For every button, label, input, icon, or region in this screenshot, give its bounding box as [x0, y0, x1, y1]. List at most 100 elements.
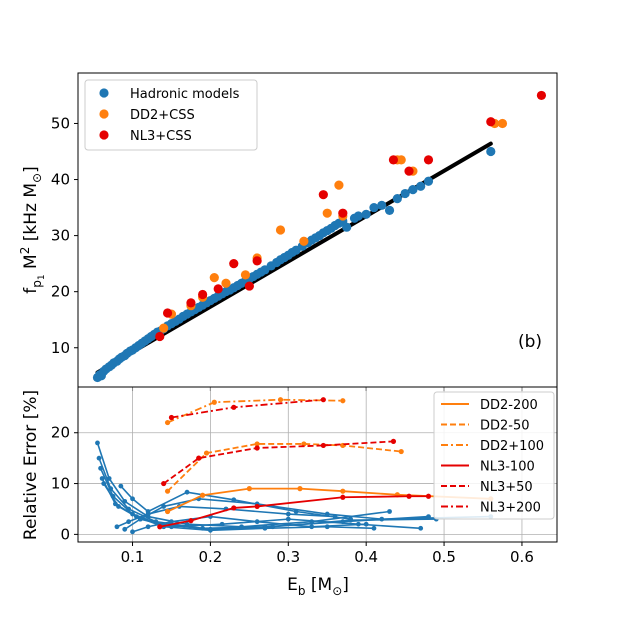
bottom-plot-frame: [77, 386, 558, 543]
error-point-dd2-200: [246, 486, 252, 492]
x-title-part: E: [287, 575, 298, 595]
scatter-point-nl3-css: [213, 284, 223, 294]
error-point-hadronic-6: [285, 511, 291, 517]
error-point-nl3-50: [196, 455, 202, 461]
error-point-hadronic-6: [114, 524, 120, 530]
error-point-hadronic-9: [169, 519, 174, 525]
error-point-nl3-100: [406, 493, 412, 499]
x-axis-title: Eb [M⊙]: [287, 575, 349, 598]
scatter-point-dd2-css: [396, 155, 406, 165]
error-point-hadronic-7: [122, 526, 128, 532]
error-point-dd2-100: [164, 419, 171, 426]
y-tick-label: 10: [51, 339, 70, 357]
error-point-hadronic-2: [96, 455, 102, 461]
scatter-point-nl3-css: [244, 281, 254, 291]
y-title-sub: ⊙: [30, 173, 44, 183]
scatter-point-nl3-css: [423, 155, 434, 165]
y-title-part: ]: [21, 166, 41, 173]
y-tick-label: 40: [51, 171, 70, 189]
error-point-nl3-50: [390, 438, 397, 444]
error-point-dd2-100: [340, 398, 346, 404]
error-point-hadronic-8: [130, 496, 135, 502]
scatter-point-nl3-css: [162, 308, 173, 318]
x-tick-label: 0.3: [276, 548, 300, 566]
error-point-dd2-50: [254, 441, 260, 447]
error-point-hadronic-4: [99, 476, 105, 481]
scatter-point-nl3-css: [404, 166, 414, 176]
scatter-point-hadronic-models: [408, 185, 418, 195]
error-point-nl3-50: [161, 480, 167, 487]
scatter-point-hadronic-models: [361, 209, 371, 219]
error-line-hadronic-5: [103, 483, 421, 530]
scatter-point-nl3-css: [388, 155, 399, 165]
legend-label: NL3+50: [480, 480, 533, 495]
scatter-point-dd2-css: [334, 180, 344, 190]
scatter-point-nl3-css: [198, 289, 208, 300]
top-legend: Hadronic models DD2+CSS NL3+CSS: [84, 79, 258, 151]
error-point-hadronic-9: [309, 524, 315, 530]
legend-label: NL3+CSS: [130, 129, 192, 144]
error-point-nl3-100: [254, 503, 260, 510]
y-title-sup: 2: [18, 247, 32, 255]
error-point-dd2-200: [164, 508, 171, 515]
y-title-subsub: 1: [37, 274, 47, 280]
error-point-hadronic-9: [145, 524, 151, 530]
scatter-point-hadronic-models: [377, 200, 387, 210]
scatter-point-hadronic-models: [486, 146, 496, 157]
y-title-sub: p: [30, 280, 44, 288]
scatter-point-dd2-css: [275, 225, 286, 235]
error-point-nl3-100: [425, 493, 432, 499]
scatter-point-hadronic-models: [384, 205, 395, 215]
scatter-point-nl3-css: [186, 298, 196, 308]
y-tick-label: 20: [51, 283, 70, 301]
y-tick-label: 30: [51, 227, 70, 245]
scatter-point-hadronic-models: [400, 188, 410, 199]
top-legend-box: [84, 79, 258, 151]
error-point-hadronic-6: [126, 519, 132, 525]
error-point-hadronic-8: [184, 489, 190, 495]
legend-label: NL3+200: [480, 501, 541, 516]
error-point-nl3-100: [188, 518, 194, 524]
y-tick-label: 50: [51, 114, 70, 132]
legend-label: NL3-100: [480, 460, 535, 475]
legend-marker: [99, 88, 109, 98]
error-point-dd2-100: [277, 397, 284, 403]
legend-marker: [99, 109, 109, 119]
error-point-nl3-100: [231, 505, 237, 511]
error-point-nl3-100: [157, 524, 163, 530]
y-tick-label: 0: [60, 525, 70, 543]
error-point-hadronic-5: [101, 481, 107, 486]
error-point-hadronic-5: [116, 504, 121, 509]
error-line-hadronic-7: [124, 497, 491, 530]
error-point-hadronic-7: [379, 516, 385, 522]
scatter-point-dd2-css: [497, 118, 508, 129]
x-tick-label: 0.5: [432, 548, 456, 566]
scatter-point-dd2-css: [299, 236, 309, 246]
legend-label: DD2-50: [480, 419, 530, 434]
x-title-sub: ⊙: [332, 584, 342, 598]
error-line-hadronic-1: [96, 442, 390, 528]
bottom-panel: 0 10 20 0.1 0.2 0.3 0.4 0.5 0.6 Relative Error [%…: [21, 386, 558, 598]
x-title-part: ]: [342, 575, 349, 595]
scatter-point-hadronic-models: [342, 222, 352, 232]
panel-label: (b): [518, 332, 542, 352]
top-y-axis-title: fp1 M2 [kHz M⊙]: [18, 166, 47, 293]
error-point-hadronic-1: [95, 440, 100, 446]
error-point-hadronic-5: [418, 525, 424, 531]
error-point-nl3-200: [168, 414, 175, 421]
error-point-hadronic-5: [219, 521, 225, 527]
error-point-hadronic-4: [371, 525, 377, 531]
scatter-point-nl3-css: [229, 259, 239, 269]
y-tick-label: 10: [51, 475, 70, 493]
error-point-hadronic-4: [208, 527, 213, 533]
error-point-hadronic-9: [363, 521, 369, 527]
error-point-hadronic-8: [118, 483, 124, 489]
scatter-point-nl3-css: [486, 117, 496, 127]
error-point-nl3-200: [320, 397, 326, 403]
error-point-nl3-100: [340, 494, 346, 500]
scatter-point-hadronic-models: [353, 211, 363, 221]
error-point-dd2-50: [203, 450, 210, 456]
legend-label: Hadronic models: [130, 87, 240, 102]
scatter-point-dd2-css: [322, 208, 332, 218]
error-point-dd2-50: [164, 488, 171, 494]
